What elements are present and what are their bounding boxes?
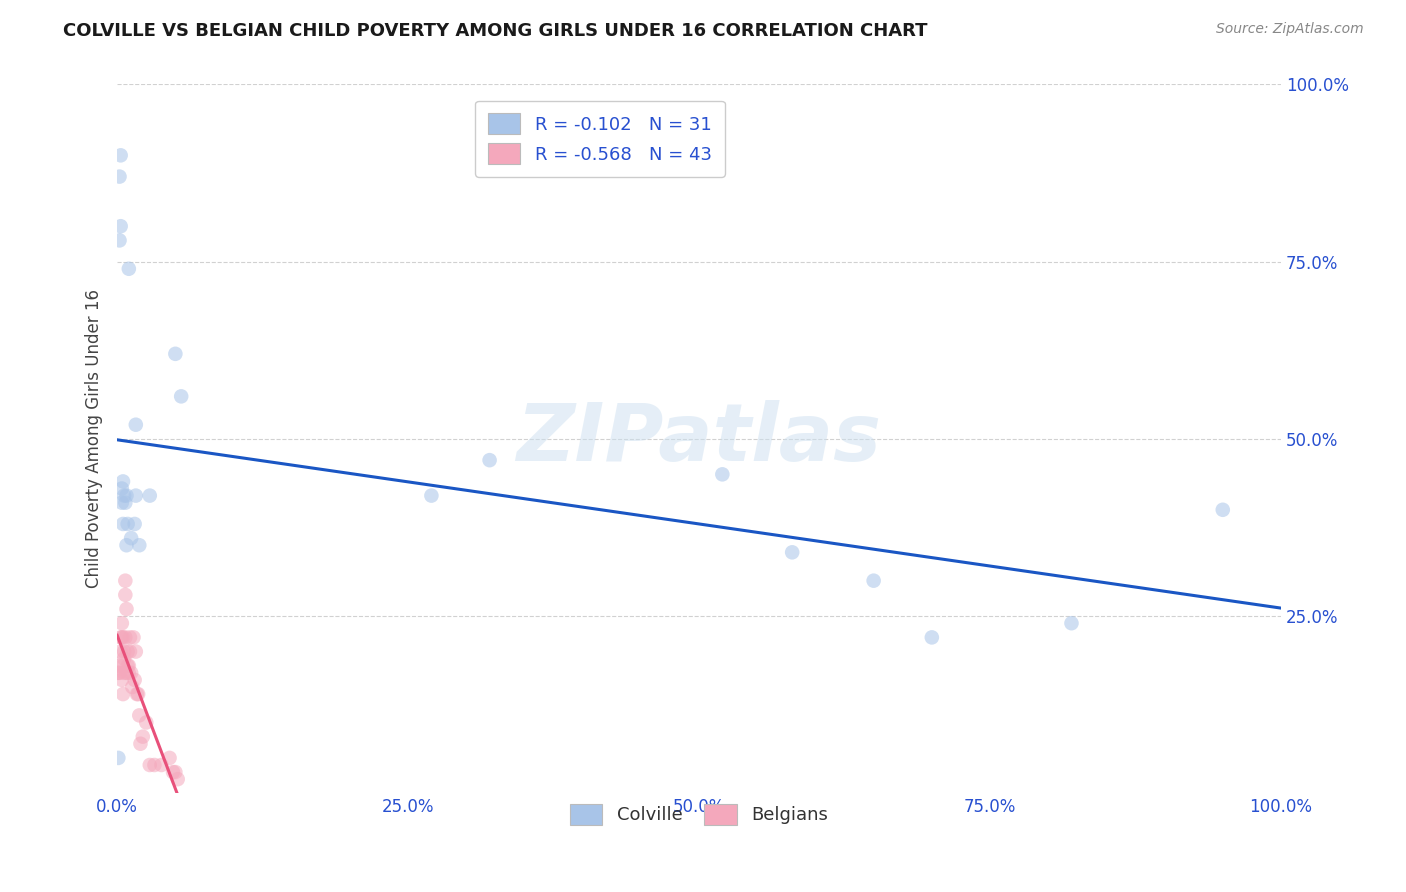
Point	[921, 631, 943, 645]
Point	[118, 631, 141, 645]
Point	[112, 665, 135, 680]
Point	[165, 347, 187, 361]
Point	[111, 658, 134, 673]
Point	[420, 489, 443, 503]
Point	[111, 516, 134, 531]
Point	[118, 261, 141, 276]
Point	[150, 758, 173, 772]
Point	[111, 475, 134, 489]
Point	[121, 680, 143, 694]
Point	[115, 665, 138, 680]
Point	[111, 631, 134, 645]
Point	[115, 489, 138, 503]
Point	[125, 644, 148, 658]
Point	[165, 765, 187, 780]
Point	[132, 730, 155, 744]
Point	[114, 496, 136, 510]
Point	[166, 772, 188, 787]
Point	[111, 687, 134, 701]
Point	[124, 516, 146, 531]
Point	[114, 588, 136, 602]
Point	[114, 574, 136, 588]
Point	[129, 737, 152, 751]
Point	[110, 148, 132, 162]
Point	[108, 169, 131, 184]
Point	[117, 516, 139, 531]
Point	[112, 651, 135, 665]
Point	[122, 631, 145, 645]
Point	[118, 658, 141, 673]
Point	[862, 574, 884, 588]
Y-axis label: Child Poverty Among Girls Under 16: Child Poverty Among Girls Under 16	[86, 289, 103, 589]
Point	[162, 765, 184, 780]
Text: COLVILLE VS BELGIAN CHILD POVERTY AMONG GIRLS UNDER 16 CORRELATION CHART: COLVILLE VS BELGIAN CHILD POVERTY AMONG …	[63, 22, 928, 40]
Point	[125, 687, 148, 701]
Point	[108, 665, 131, 680]
Point	[780, 545, 803, 559]
Point	[107, 751, 129, 765]
Point	[125, 489, 148, 503]
Point	[112, 644, 135, 658]
Point	[120, 531, 142, 545]
Text: Source: ZipAtlas.com: Source: ZipAtlas.com	[1216, 22, 1364, 37]
Point	[711, 467, 734, 482]
Point	[125, 417, 148, 432]
Point	[128, 538, 150, 552]
Point	[1060, 616, 1083, 631]
Point	[115, 602, 138, 616]
Point	[118, 644, 141, 658]
Point	[111, 631, 134, 645]
Point	[110, 631, 132, 645]
Point	[117, 644, 139, 658]
Point	[110, 644, 132, 658]
Point	[111, 496, 134, 510]
Point	[111, 482, 134, 496]
Point	[114, 631, 136, 645]
Point	[124, 673, 146, 687]
Point	[170, 389, 193, 403]
Text: ZIPatlas: ZIPatlas	[516, 400, 882, 478]
Point	[107, 665, 129, 680]
Point	[159, 751, 181, 765]
Point	[120, 665, 142, 680]
Point	[478, 453, 501, 467]
Point	[117, 658, 139, 673]
Point	[108, 658, 131, 673]
Point	[127, 687, 149, 701]
Point	[118, 665, 141, 680]
Point	[139, 489, 162, 503]
Point	[110, 219, 132, 234]
Legend: Colville, Belgians: Colville, Belgians	[561, 795, 837, 834]
Point	[111, 616, 134, 631]
Point	[111, 673, 134, 687]
Point	[108, 234, 131, 248]
Point	[115, 538, 138, 552]
Point	[135, 715, 157, 730]
Point	[1212, 503, 1234, 517]
Point	[143, 758, 166, 772]
Point	[128, 708, 150, 723]
Point	[112, 489, 135, 503]
Point	[139, 758, 162, 772]
